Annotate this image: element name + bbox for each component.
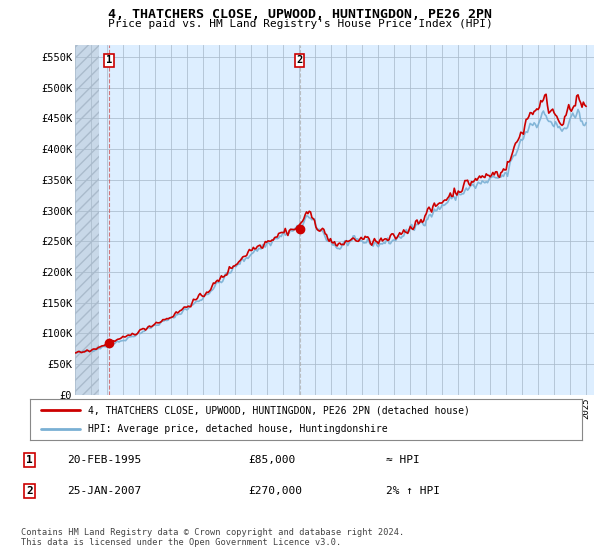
Text: 1: 1 <box>26 455 33 465</box>
Text: 25-JAN-2007: 25-JAN-2007 <box>67 486 141 496</box>
Bar <box>75 45 99 395</box>
Text: 2% ↑ HPI: 2% ↑ HPI <box>386 486 440 496</box>
Text: Price paid vs. HM Land Registry's House Price Index (HPI): Price paid vs. HM Land Registry's House … <box>107 19 493 29</box>
Text: HPI: Average price, detached house, Huntingdonshire: HPI: Average price, detached house, Hunt… <box>88 424 388 433</box>
Text: ≈ HPI: ≈ HPI <box>386 455 420 465</box>
Text: Contains HM Land Registry data © Crown copyright and database right 2024.
This d: Contains HM Land Registry data © Crown c… <box>21 528 404 547</box>
Text: 20-FEB-1995: 20-FEB-1995 <box>67 455 141 465</box>
Text: 2: 2 <box>26 486 33 496</box>
Text: £85,000: £85,000 <box>248 455 295 465</box>
Text: 4, THATCHERS CLOSE, UPWOOD, HUNTINGDON, PE26 2PN: 4, THATCHERS CLOSE, UPWOOD, HUNTINGDON, … <box>108 8 492 21</box>
Text: 1: 1 <box>106 55 112 66</box>
Text: £270,000: £270,000 <box>248 486 302 496</box>
Text: 2: 2 <box>296 55 303 66</box>
Text: 4, THATCHERS CLOSE, UPWOOD, HUNTINGDON, PE26 2PN (detached house): 4, THATCHERS CLOSE, UPWOOD, HUNTINGDON, … <box>88 405 470 415</box>
